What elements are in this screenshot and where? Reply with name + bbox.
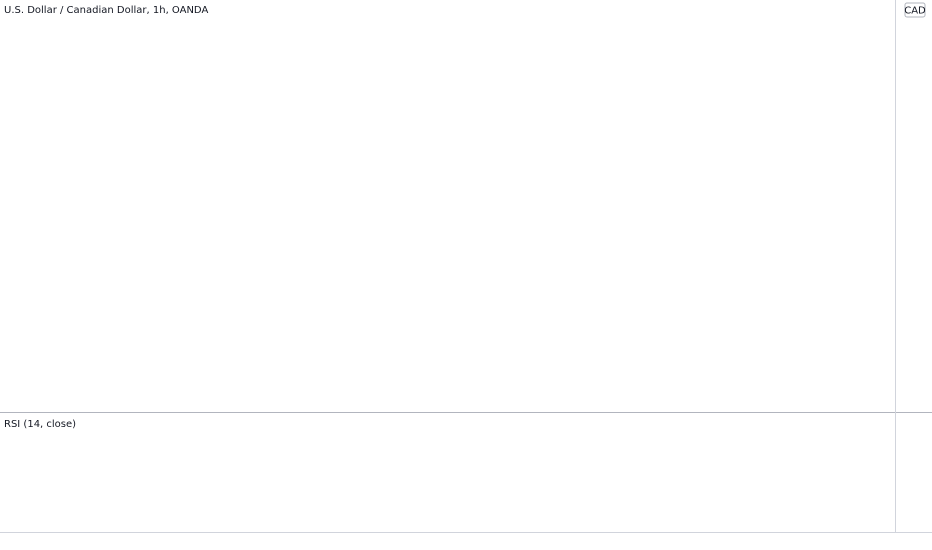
- currency-box[interactable]: [904, 2, 926, 18]
- chart-title: U.S. Dollar / Canadian Dollar, 1h, OANDA: [4, 5, 208, 16]
- currency[interactable]: CAD: [904, 6, 926, 17]
- rsi-title: RSI (14, close): [4, 419, 76, 430]
